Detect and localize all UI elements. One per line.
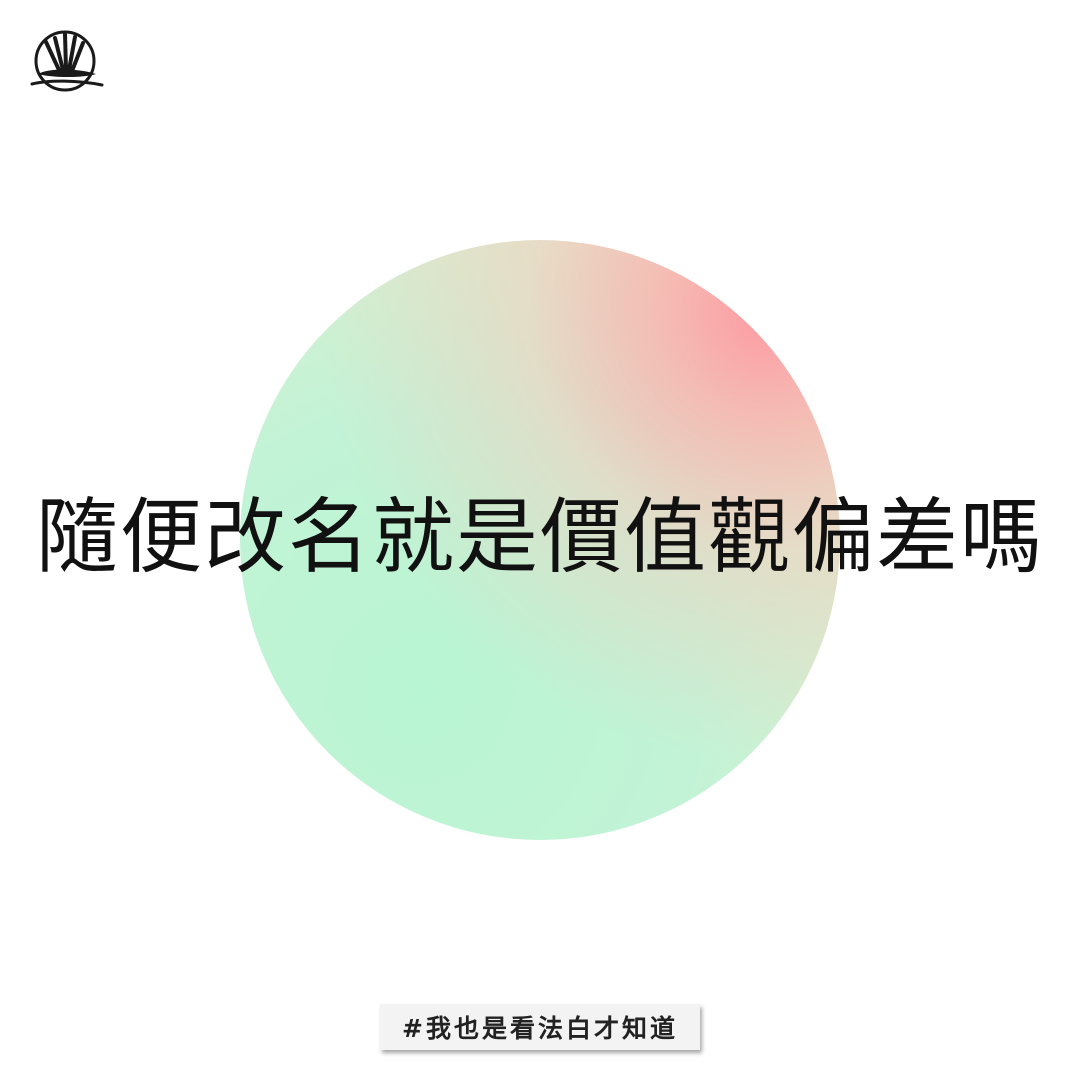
brand-logo-icon bbox=[30, 30, 104, 92]
gradient-circle bbox=[240, 240, 840, 840]
hashtag-badge: #我也是看法白才知道 bbox=[380, 1004, 700, 1050]
headline-title: 隨便改名就是價值觀偏差嗎 bbox=[35, 490, 1044, 585]
hashtag-label: #我也是看法白才知道 bbox=[402, 1014, 678, 1043]
